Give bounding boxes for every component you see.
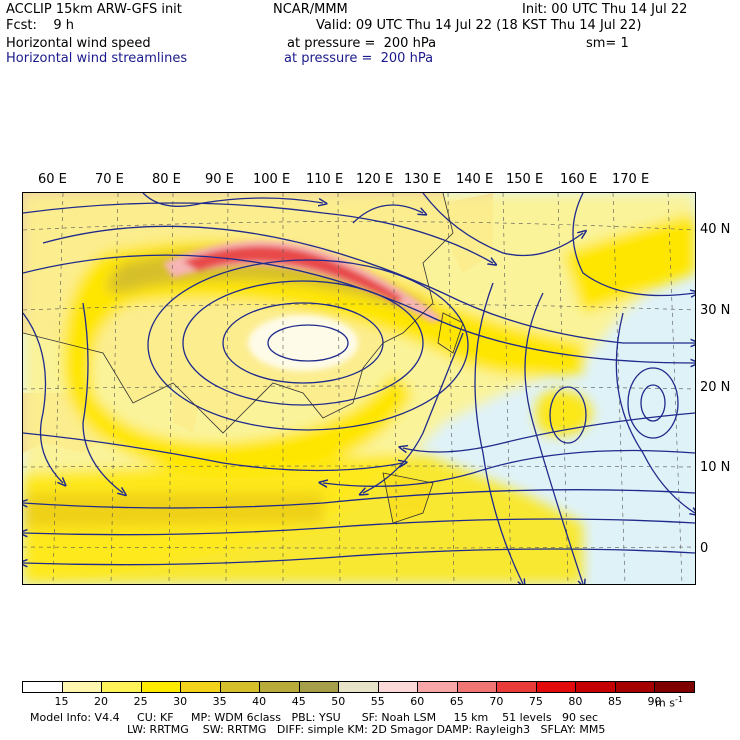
colorbar-tick-label: 85 [607,695,622,708]
valid-time: Valid: 09 UTC Thu 14 Jul 22 (18 KST Thu … [316,18,642,33]
producer-label: NCAR/MMM [273,2,348,17]
colorbar-unit: m s-1 [655,694,683,710]
init-time: Init: 00 UTC Thu 14 Jul 22 [522,2,688,17]
pressure-level-speed: at pressure = 200 hPa [287,36,437,51]
colorbar-segment [614,681,656,693]
colorbar-tick-label: 80 [568,695,583,708]
colorbar-segment [61,681,103,693]
lon-label: 130 E [404,172,442,187]
lon-label: 170 E [612,172,650,187]
colorbar-segment [298,681,340,693]
anticyclone-centre [248,315,358,371]
colorbar-segment [496,681,537,693]
lon-label: 80 E [152,172,181,187]
colorbar-unit-text: m s [655,696,675,710]
wind-map-graphic [23,193,695,584]
model-info-line1: Model Info: V4.4 CU: KF MP: WDM 6class P… [30,711,599,724]
pressure-level-streamlines: at pressure = 200 hPa [284,51,434,66]
lon-label: 110 E [306,172,344,187]
lon-label: 150 E [506,172,544,187]
coastlines [23,193,464,524]
colorbar-segment [101,681,142,693]
colorbar-tick-label: 30 [173,695,188,708]
colorbar-tick-label: 25 [133,695,148,708]
colorbar-segment [654,681,695,693]
streamlines [23,193,695,584]
colorbar-tick-label: 90 [647,695,662,708]
colorbar-unit-exponent: -1 [674,695,683,704]
lat-label: 20 N [700,380,731,395]
colorbar-tick-label: 35 [212,695,227,708]
colorbar-tick-label: 20 [94,695,109,708]
lon-label: 90 E [205,172,234,187]
colorbar-tick-label: 50 [331,695,346,708]
colorbar-tick-label: 65 [449,695,464,708]
lon-label: 120 E [356,172,394,187]
colorbar-tick-label: 60 [410,695,425,708]
wind-map [22,192,696,585]
colorbar-segment [575,681,616,693]
field-title-speed: Horizontal wind speed [6,36,151,51]
colorbar-tick-label: 55 [370,695,385,708]
colorbar-segment [417,681,458,693]
forecast-hour: Fcst: 9 h [6,18,75,33]
colorbar-tick-label: 75 [528,695,543,708]
lon-label: 160 E [560,172,598,187]
smoothing-label: sm= 1 [586,36,629,51]
colorbar-segment [377,681,419,693]
colorbar-segment [456,681,498,693]
colorbar [22,681,695,693]
colorbar-segment [535,681,577,693]
colorbar-tick-label: 45 [291,695,306,708]
lat-label: 0 [700,541,709,556]
colorbar-segment [180,681,221,693]
lon-label: 60 E [38,172,67,187]
model-info-line2: LW: RRTMG SW: RRTMG DIFF: simple KM: 2D … [127,723,606,736]
field-title-streamlines: Horizontal wind streamlines [6,51,188,66]
colorbar-segment [140,681,182,693]
lat-label: 10 N [700,460,731,475]
colorbar-segment [338,681,379,693]
colorbar-segment [219,681,261,693]
colorbar-tick-label: 70 [489,695,504,708]
lon-label: 70 E [95,172,124,187]
colorbar-tick-label: 40 [252,695,267,708]
lat-lon-grid [23,193,695,584]
colorbar-segment [22,681,63,693]
lat-label: 30 N [700,303,731,318]
lon-label: 100 E [253,172,291,187]
lat-label: 40 N [700,222,731,237]
colorbar-segment [259,681,300,693]
lon-label: 140 E [456,172,494,187]
run-title: ACCLIP 15km ARW-GFS init [6,2,182,17]
colorbar-tick-label: 15 [54,695,69,708]
